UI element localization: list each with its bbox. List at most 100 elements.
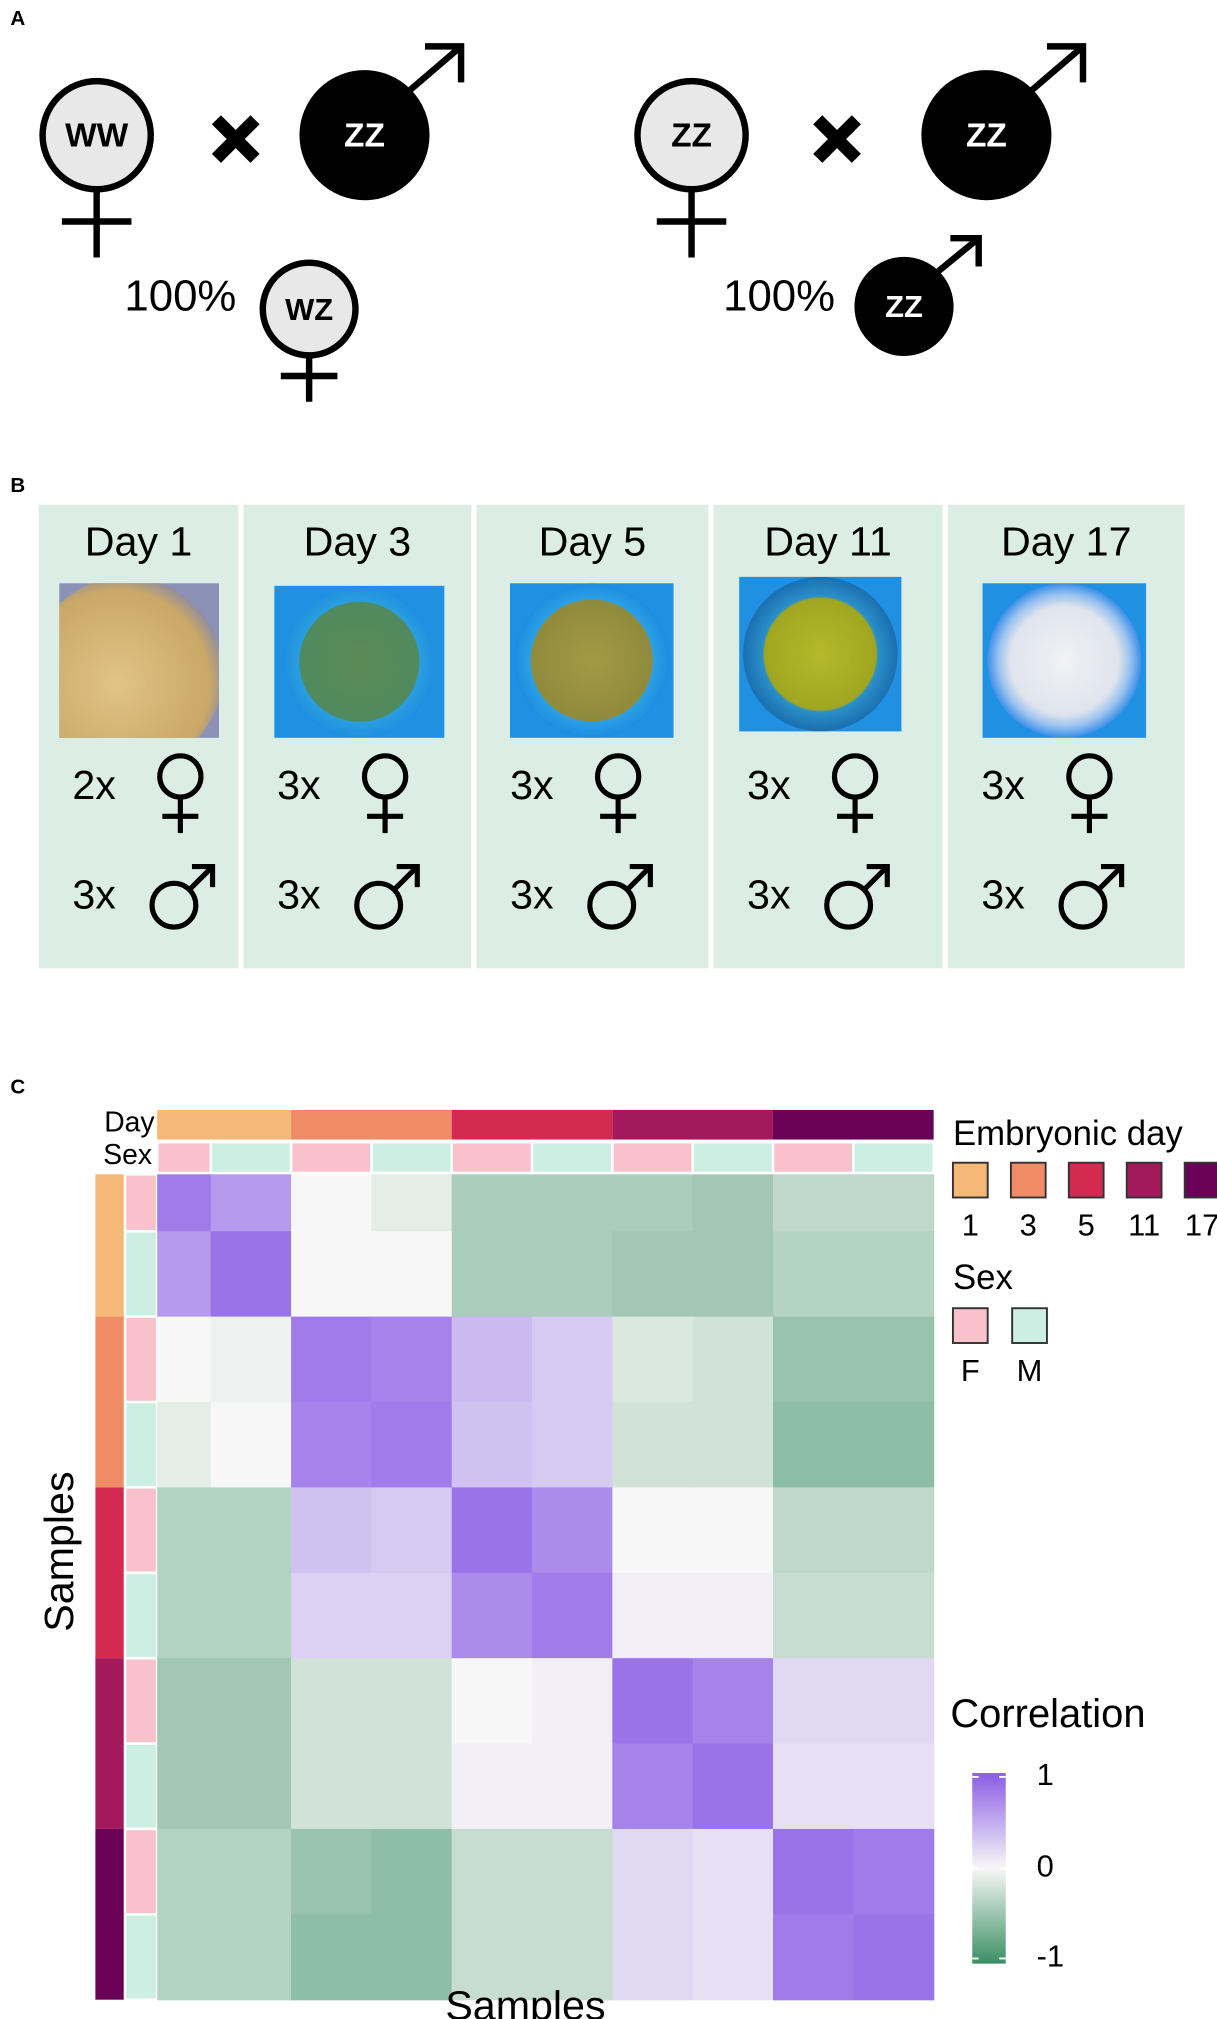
heatmap-cell <box>157 1174 212 1232</box>
heatmap-cell <box>692 1658 774 1745</box>
heatmap-cell <box>772 1914 854 2001</box>
heatmap-cell <box>371 1743 453 1830</box>
row-label: Day <box>104 1107 155 1139</box>
timeline: Day 1 2x 3x Day 3 3x 3x Day 5 3x 3x Day 11 3x 3x Day… <box>38 504 1185 969</box>
sex-bar <box>126 1232 156 1316</box>
heatmap-cell <box>532 1487 613 1574</box>
heatmap-cell <box>853 1174 935 1232</box>
heatmap-cell <box>157 1487 212 1574</box>
heatmap-cell <box>371 1174 453 1232</box>
heatmap-cell <box>371 1658 453 1745</box>
heatmap-cell <box>532 1174 613 1232</box>
sex-bar <box>126 1403 156 1487</box>
heatmap-cell <box>853 1572 935 1659</box>
heatmap-cell <box>692 1231 774 1318</box>
legend-title: Sex <box>953 1259 1013 1297</box>
heatmap-cell <box>451 1487 533 1574</box>
heatmap-cell <box>692 1174 774 1232</box>
heatmap-cell <box>157 1828 212 1915</box>
sex-bar <box>158 1143 210 1172</box>
legend-label: 17 <box>1185 1207 1217 1242</box>
heatmap-cell <box>157 1572 212 1659</box>
heatmap-cell <box>532 1658 613 1745</box>
heatmap-cell <box>853 1316 935 1403</box>
heatmap-cell <box>853 1914 935 2001</box>
sex-bar <box>126 1175 156 1230</box>
day-title: Day 11 <box>764 519 891 565</box>
legend-swatch <box>1125 1161 1163 1199</box>
x-axis-label: Samples <box>445 1983 605 2019</box>
heatmap-cell <box>291 1658 373 1745</box>
sex-bar <box>452 1143 531 1172</box>
heatmap-cell <box>451 1572 533 1659</box>
sex-bar <box>292 1143 371 1172</box>
sex-bar <box>126 1744 156 1828</box>
panel-label: A <box>10 7 25 30</box>
day-bar <box>772 1109 934 1140</box>
colorbar-tick-label: -1 <box>1037 1939 1064 1974</box>
heatmap-cell <box>612 1231 694 1318</box>
male-count: 3x <box>510 871 554 917</box>
percent: 100% <box>124 271 236 320</box>
heatmap-cell <box>692 1743 774 1830</box>
male-symbol <box>862 864 890 892</box>
embryo-photo <box>987 583 1142 738</box>
sex-bar <box>693 1143 772 1172</box>
sex-bar <box>126 1659 156 1743</box>
heatmap-cell <box>772 1174 854 1232</box>
male-symbol <box>1101 863 1125 888</box>
legend-label: 5 <box>1078 1207 1095 1242</box>
heatmap-cell <box>692 1828 774 1915</box>
male-count: 3x <box>981 871 1025 917</box>
day-bar <box>291 1109 452 1140</box>
heatmap-cell <box>532 1316 613 1403</box>
sex-bar <box>533 1143 612 1172</box>
cross-right <box>634 43 1087 357</box>
heatmap-cell <box>612 1572 694 1659</box>
female-count: 3x <box>510 762 554 808</box>
day-bar <box>451 1109 613 1140</box>
heatmap-cell <box>532 1402 613 1489</box>
heatmap-cell <box>451 1743 533 1830</box>
legend-swatch <box>951 1307 989 1344</box>
heatmap-cell <box>371 1487 453 1574</box>
sex-bar <box>613 1143 692 1172</box>
heatmap-cell <box>291 1828 373 1915</box>
colorbar-tick-label: 1 <box>1037 1757 1054 1792</box>
heatmap-cell <box>853 1828 935 1915</box>
heatmap-cell <box>612 1402 694 1489</box>
female-count: 3x <box>981 762 1025 808</box>
heatmap-cell <box>612 1658 694 1745</box>
heatmap-cell <box>210 1231 292 1318</box>
day-bar <box>157 1109 292 1140</box>
heatmap-cell <box>532 1572 613 1659</box>
heatmap-cell <box>157 1743 212 1830</box>
sex-bar <box>126 1488 156 1572</box>
legend-swatch <box>1011 1307 1048 1344</box>
day-title: Day 3 <box>304 519 412 565</box>
heatmap-cell <box>772 1658 854 1745</box>
heatmap-cell <box>291 1174 373 1232</box>
male-symbol <box>392 864 420 892</box>
heatmap-cell <box>772 1402 854 1489</box>
sex-bar <box>774 1143 853 1172</box>
male-count: 3x <box>747 871 791 917</box>
legend-label: 3 <box>1020 1207 1037 1242</box>
heatmap-cell <box>291 1487 373 1574</box>
colorbar-tick-label: 0 <box>1037 1849 1054 1884</box>
female-count: 2x <box>72 762 116 808</box>
embryo-photo <box>283 585 436 738</box>
panel-label: C <box>10 1075 25 1098</box>
legend-swatch <box>1183 1161 1217 1199</box>
heatmap-cell <box>210 1487 292 1574</box>
heatmap-cell <box>291 1402 373 1489</box>
heatmap-cell <box>612 1487 694 1574</box>
heatmap-cell <box>451 1828 533 1915</box>
male-count: 3x <box>72 871 116 917</box>
heatmap-cell <box>210 1316 292 1403</box>
heatmap-cell <box>772 1572 854 1659</box>
sex-bar <box>372 1143 451 1172</box>
heatmap-cell <box>210 1828 292 1915</box>
